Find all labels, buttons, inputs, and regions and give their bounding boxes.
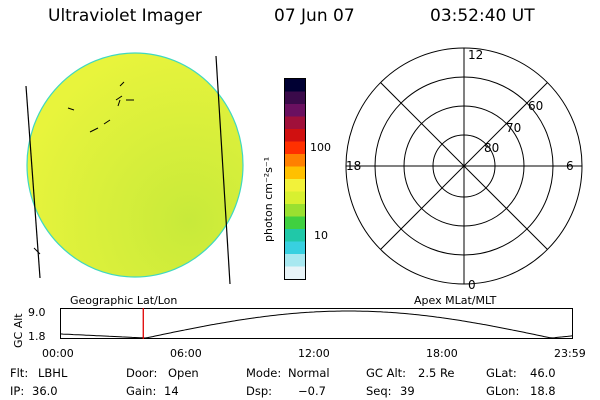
colorbar-band bbox=[285, 91, 305, 105]
colorbar-unit-label: photon cm⁻²s⁻¹ bbox=[262, 156, 275, 242]
gcalt-label: GC Alt: bbox=[366, 366, 407, 380]
colorbar-band bbox=[285, 229, 305, 242]
ip-value: 36.0 bbox=[32, 384, 58, 398]
colorbar-band bbox=[285, 104, 305, 117]
flt-value: LBHL bbox=[38, 366, 68, 380]
seq-label: Seq: bbox=[366, 384, 392, 398]
colorbar-band bbox=[285, 166, 305, 180]
colorbar-tick-10: 10 bbox=[314, 229, 328, 242]
door-label: Door: bbox=[126, 366, 158, 380]
date-label: 07 Jun 07 bbox=[274, 6, 355, 26]
coastline-fragments bbox=[33, 81, 134, 255]
colorbar-band bbox=[285, 204, 305, 217]
right-boundary-line bbox=[215, 55, 231, 285]
glon-label: GLon: bbox=[486, 384, 520, 398]
lat-label-60: 60 bbox=[528, 99, 543, 113]
gain-value: 14 bbox=[164, 384, 179, 398]
time-label: 03:52:40 UT bbox=[430, 6, 535, 26]
y-tick-1-8: 1.8 bbox=[28, 330, 46, 343]
mlt-label-6: 6 bbox=[566, 159, 574, 173]
colorbar-border bbox=[284, 78, 306, 280]
colorbar-band bbox=[285, 266, 305, 280]
colorbar-band bbox=[285, 179, 305, 192]
left-boundary-line bbox=[25, 85, 41, 279]
colorbar-band bbox=[285, 254, 305, 267]
gain-label: Gain: bbox=[126, 384, 157, 398]
mlt-label-0: 0 bbox=[468, 278, 476, 292]
x-tick-2359: 23:59 bbox=[554, 347, 586, 360]
glat-value: 46.0 bbox=[530, 366, 556, 380]
colorbar-band bbox=[285, 141, 305, 155]
gc-alt-axis-title: GC Alt bbox=[12, 313, 25, 348]
x-tick-0600: 06:00 bbox=[170, 347, 202, 360]
colorbar-band bbox=[285, 154, 305, 167]
colorbar-band bbox=[285, 241, 305, 255]
mode-value: Normal bbox=[288, 366, 330, 380]
dsp-value: −0.7 bbox=[298, 384, 326, 398]
altitude-curve bbox=[60, 310, 573, 339]
door-value: Open bbox=[168, 366, 199, 380]
colorbar-band bbox=[285, 116, 305, 130]
x-tick-1200: 12:00 bbox=[298, 347, 330, 360]
x-tick-1800: 18:00 bbox=[426, 347, 458, 360]
instrument-title: Ultraviolet Imager bbox=[48, 6, 202, 26]
seq-value: 39 bbox=[400, 384, 415, 398]
mlt-label-12: 12 bbox=[468, 48, 483, 62]
colorbar-band bbox=[285, 216, 305, 230]
mlt-label-18: 18 bbox=[346, 159, 361, 173]
y-tick-9: 9.0 bbox=[28, 306, 46, 319]
colorbar-band bbox=[285, 191, 305, 205]
colorbar-band bbox=[285, 79, 305, 92]
polar-grid: 12 6 0 18 60 70 80 bbox=[345, 47, 583, 292]
apex-caption: Apex MLat/MLT bbox=[414, 294, 497, 307]
altitude-plot bbox=[60, 308, 573, 339]
geographic-image bbox=[25, 52, 244, 285]
ip-label: IP: bbox=[10, 384, 25, 398]
colorbar-tick-100: 100 bbox=[310, 141, 331, 154]
glat-label: GLat: bbox=[486, 366, 517, 380]
earth-disk bbox=[26, 52, 244, 278]
geographic-caption: Geographic Lat/Lon bbox=[70, 294, 178, 307]
dsp-label: Dsp: bbox=[246, 384, 273, 398]
lat-label-80: 80 bbox=[484, 141, 499, 155]
mode-label: Mode: bbox=[246, 366, 282, 380]
x-tick-0000: 00:00 bbox=[42, 347, 74, 360]
colorbar-band bbox=[285, 129, 305, 142]
glon-value: 18.8 bbox=[530, 384, 556, 398]
lat-label-70: 70 bbox=[506, 121, 521, 135]
flt-label: Flt: bbox=[10, 366, 29, 380]
colorbar bbox=[284, 78, 306, 280]
gcalt-value: 2.5 Re bbox=[418, 366, 455, 380]
